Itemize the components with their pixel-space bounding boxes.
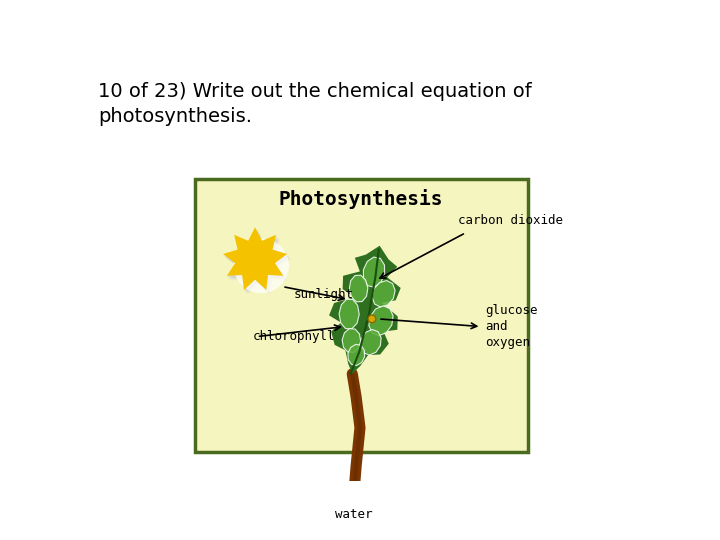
Bar: [194, 179, 528, 452]
Polygon shape: [225, 230, 289, 292]
Text: Photosynthesis: Photosynthesis: [279, 189, 444, 209]
Text: water: water: [335, 508, 372, 521]
Polygon shape: [226, 231, 290, 294]
Polygon shape: [225, 231, 289, 293]
Polygon shape: [329, 246, 401, 374]
Polygon shape: [342, 329, 361, 353]
Polygon shape: [361, 329, 381, 355]
Polygon shape: [369, 306, 393, 336]
Polygon shape: [227, 232, 291, 295]
Circle shape: [368, 315, 376, 323]
Polygon shape: [372, 281, 395, 307]
Polygon shape: [224, 229, 288, 292]
Polygon shape: [349, 275, 368, 302]
Polygon shape: [223, 227, 287, 290]
Text: 10 of 23) Write out the chemical equation of
photosynthesis.: 10 of 23) Write out the chemical equatio…: [98, 82, 531, 126]
Text: glucose
and
oxygen: glucose and oxygen: [485, 304, 538, 349]
Polygon shape: [339, 299, 359, 329]
Text: sunlight: sunlight: [294, 288, 354, 301]
Polygon shape: [364, 257, 384, 287]
Text: chlorophyll: chlorophyll: [253, 330, 336, 343]
Text: carbon dioxide: carbon dioxide: [458, 213, 563, 226]
Circle shape: [233, 238, 289, 293]
Polygon shape: [348, 345, 364, 366]
